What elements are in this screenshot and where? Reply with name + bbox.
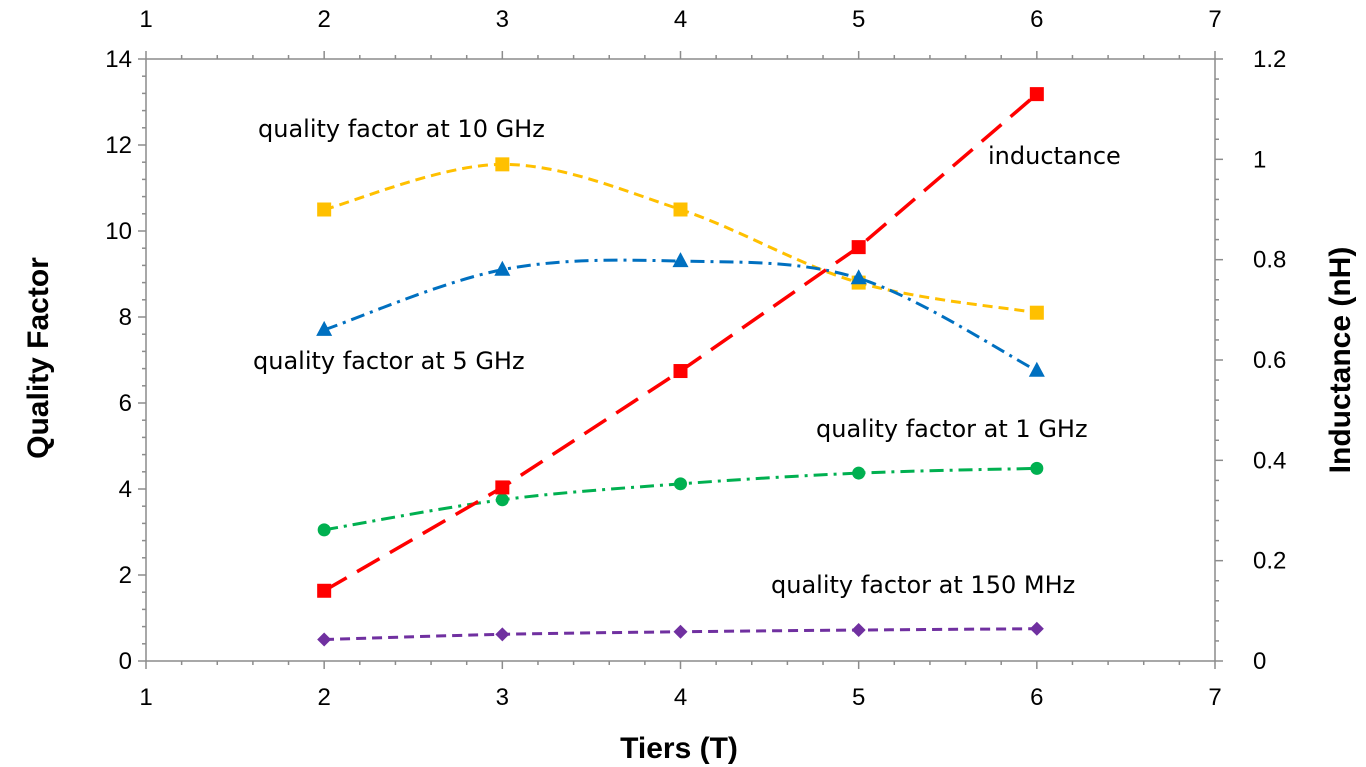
annotation-qf-1ghz: quality factor at 1 GHz	[816, 415, 1088, 443]
data-point-quality-factor-at-5-ghz	[850, 269, 867, 285]
x-tick-label: 5	[852, 684, 865, 711]
axes-frame: 112233445566770246810121400.20.40.60.811…	[105, 6, 1286, 711]
data-point-quality-factor-at-1-ghz	[317, 523, 331, 537]
data-point-quality-factor-at-150-mhz	[851, 623, 866, 638]
series-layer	[316, 87, 1045, 647]
data-point-quality-factor-at-1-ghz	[674, 477, 687, 491]
annotation-qf-5ghz: quality factor at 5 GHz	[253, 347, 525, 375]
data-point-quality-factor-at-1-ghz	[1030, 461, 1044, 475]
x-top-tick-label: 3	[496, 6, 509, 33]
data-point-quality-factor-at-5-ghz	[672, 252, 689, 268]
y2-tick-label: 0	[1253, 648, 1266, 675]
data-point-quality-factor-at-1-ghz	[495, 493, 509, 507]
y2-axis-title: Inductance (nH)	[1324, 247, 1357, 474]
y-tick-label: 10	[105, 218, 132, 245]
data-point-quality-factor-at-150-mhz	[1029, 621, 1044, 636]
x-tick-label: 7	[1208, 684, 1221, 711]
x-axis-title: Tiers (T)	[620, 732, 738, 765]
series-quality-factor-at-1-ghz	[317, 461, 1044, 537]
series-quality-factor-at-5-ghz	[316, 252, 1045, 377]
data-point-inductance	[673, 364, 688, 379]
data-point-quality-factor-at-10-ghz	[1029, 305, 1044, 320]
x-tick-label: 4	[674, 684, 687, 711]
data-point-quality-factor-at-5-ghz	[316, 320, 333, 336]
y2-tick-label: 0.4	[1253, 447, 1286, 474]
x-top-tick-label: 6	[1030, 6, 1043, 33]
x-top-tick-label: 4	[674, 6, 687, 33]
x-tick-label: 1	[139, 684, 152, 711]
x-top-tick-label: 7	[1208, 6, 1221, 33]
series-quality-factor-at-10-ghz	[317, 157, 1044, 320]
x-tick-label: 3	[496, 684, 509, 711]
y2-tick-label: 1.2	[1253, 46, 1286, 73]
y-tick-label: 8	[119, 304, 132, 331]
y2-tick-label: 0.6	[1253, 347, 1286, 374]
data-point-inductance	[851, 240, 866, 255]
chart-labels: Tiers (T) Quality Factor Inductance (nH)…	[22, 115, 1357, 765]
data-point-quality-factor-at-10-ghz	[495, 157, 510, 172]
data-point-quality-factor-at-150-mhz	[673, 624, 688, 639]
y-tick-label: 0	[119, 648, 132, 675]
annotation-qf-150mhz: quality factor at 150 MHz	[771, 571, 1075, 599]
data-point-quality-factor-at-10-ghz	[317, 202, 332, 217]
x-top-tick-label: 2	[317, 6, 330, 33]
data-point-quality-factor-at-150-mhz	[495, 627, 510, 642]
y2-tick-label: 0.2	[1253, 548, 1286, 575]
x-tick-label: 2	[317, 684, 330, 711]
y-tick-label: 6	[119, 390, 132, 417]
series-inductance	[317, 87, 1044, 598]
y-tick-label: 2	[119, 562, 132, 589]
series-line-inductance	[323, 92, 1038, 593]
data-point-inductance	[317, 583, 332, 598]
x-top-tick-label: 1	[139, 6, 152, 33]
data-point-inductance	[1029, 87, 1044, 102]
y-tick-label: 12	[105, 132, 132, 159]
y-tick-label: 4	[119, 476, 132, 503]
data-point-quality-factor-at-5-ghz	[1028, 361, 1045, 377]
y2-tick-label: 0.8	[1253, 247, 1286, 274]
x-tick-label: 6	[1030, 684, 1043, 711]
annotation-qf-10ghz: quality factor at 10 GHz	[258, 115, 545, 143]
series-quality-factor-at-150-mhz	[317, 621, 1044, 647]
y2-tick-label: 1	[1253, 146, 1266, 173]
series-line-quality-factor-at-5-ghz	[323, 258, 1038, 373]
data-point-quality-factor-at-5-ghz	[494, 260, 511, 276]
data-point-inductance	[495, 480, 510, 495]
data-point-quality-factor-at-1-ghz	[852, 466, 866, 480]
y-tick-label: 14	[105, 46, 132, 73]
data-point-quality-factor-at-10-ghz	[673, 202, 688, 217]
y-axis-title: Quality Factor	[22, 257, 55, 459]
x-top-tick-label: 5	[852, 6, 865, 33]
data-point-quality-factor-at-150-mhz	[317, 632, 332, 647]
annotation-inductance: inductance	[988, 142, 1121, 170]
